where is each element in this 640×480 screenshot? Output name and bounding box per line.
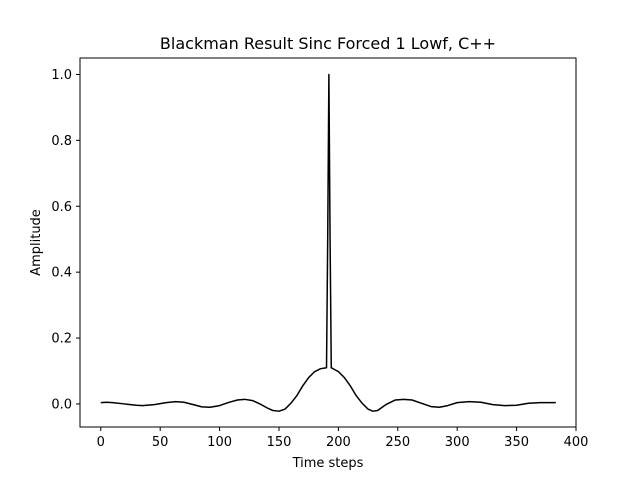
- x-tick-label: 350: [504, 435, 529, 450]
- series-line: [100, 73, 556, 412]
- x-tick-label: 150: [267, 435, 292, 450]
- x-tick-label: 400: [564, 435, 589, 450]
- x-tick-label: 50: [152, 435, 169, 450]
- x-axis-ticks: 0 50 100 150 200 250 300 350 400: [97, 427, 589, 450]
- x-axis-label: Time steps: [292, 456, 364, 471]
- x-tick-label: 300: [445, 435, 470, 450]
- chart-title: Blackman Result Sinc Forced 1 Lowf, C++: [160, 34, 496, 53]
- y-tick-label: 0.8: [51, 134, 72, 149]
- y-axis-ticks: 0.0 0.2 0.4 0.6 0.8 1.0: [51, 68, 80, 412]
- y-tick-label: 1.0: [51, 68, 72, 83]
- x-tick-label: 250: [385, 435, 410, 450]
- x-tick-label: 0: [97, 435, 105, 450]
- x-tick-label: 100: [207, 435, 232, 450]
- y-tick-label: 0.6: [51, 200, 72, 215]
- x-tick-label: 200: [326, 435, 351, 450]
- y-axis-label: Amplitude: [29, 209, 44, 276]
- y-tick-label: 0.2: [51, 332, 72, 347]
- y-tick-label: 0.0: [51, 397, 72, 412]
- y-tick-label: 0.4: [51, 266, 72, 281]
